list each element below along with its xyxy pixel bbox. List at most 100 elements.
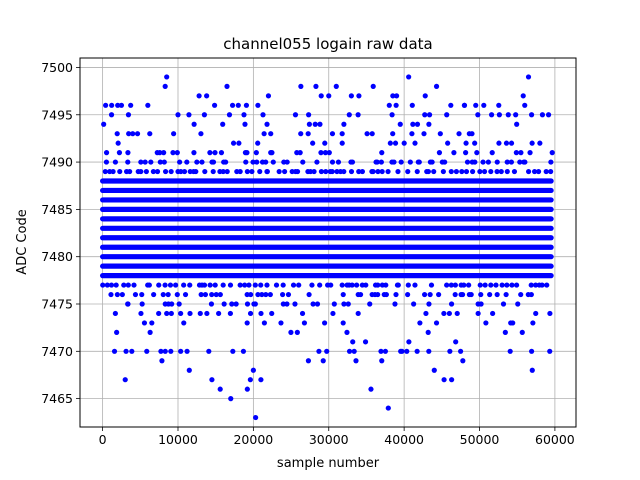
data-point <box>494 159 500 165</box>
data-point <box>335 159 342 165</box>
data-point <box>162 282 168 288</box>
data-point <box>264 168 270 175</box>
data-point <box>436 291 442 298</box>
data-point <box>324 348 330 354</box>
data-point <box>421 291 428 298</box>
data-point <box>186 112 192 118</box>
data-point <box>392 140 399 146</box>
data-point <box>314 301 321 307</box>
data-point <box>466 282 472 288</box>
data-point <box>426 112 433 118</box>
data-point <box>288 329 294 335</box>
data-point <box>255 291 261 298</box>
data-point <box>464 159 471 165</box>
data-point <box>209 291 215 298</box>
data-point <box>489 150 495 156</box>
data-point <box>323 168 329 175</box>
data-point <box>535 168 542 175</box>
data-point <box>517 159 523 165</box>
data-point <box>448 282 454 288</box>
data-point <box>212 150 218 156</box>
data-point <box>210 168 216 175</box>
data-point <box>461 102 468 108</box>
data-point <box>138 159 144 165</box>
data-point <box>449 377 455 383</box>
data-point <box>296 282 302 288</box>
data-point <box>284 159 290 165</box>
data-point <box>478 291 484 298</box>
data-point <box>312 121 318 127</box>
data-point <box>250 159 256 165</box>
data-point <box>252 301 258 307</box>
data-point <box>173 282 179 288</box>
data-point <box>514 121 520 127</box>
data-point <box>138 310 144 317</box>
data-point <box>504 159 510 165</box>
data-point <box>463 168 470 175</box>
data-point <box>228 396 234 402</box>
data-point <box>240 348 247 354</box>
data-point <box>202 291 209 298</box>
data-point <box>529 348 535 354</box>
data-point <box>456 131 462 137</box>
data-point <box>379 168 385 175</box>
data-point <box>143 168 149 175</box>
data-point <box>339 131 345 137</box>
data-point <box>490 310 496 317</box>
data-point <box>138 168 144 175</box>
data-point <box>494 291 500 298</box>
data-point <box>209 377 215 383</box>
data-point <box>405 291 411 298</box>
data-point <box>426 121 432 127</box>
data-point <box>207 150 213 156</box>
data-point <box>224 83 230 89</box>
data-point <box>184 348 190 354</box>
data-point <box>407 159 413 165</box>
data-point <box>227 310 233 317</box>
data-point <box>100 282 106 288</box>
data-point <box>114 291 120 298</box>
data-point <box>144 348 150 354</box>
data-point <box>496 102 502 108</box>
data-point <box>213 291 219 298</box>
data-point <box>322 150 329 156</box>
data-point <box>116 150 123 156</box>
data-point <box>261 131 267 137</box>
data-point <box>513 112 519 118</box>
data-point <box>280 301 286 307</box>
data-point <box>398 159 404 165</box>
data-point <box>482 282 488 288</box>
data-point <box>322 140 328 146</box>
data-point <box>351 348 357 354</box>
data-point <box>309 282 315 288</box>
data-point <box>364 131 370 137</box>
data-point <box>103 150 110 156</box>
data-point <box>425 168 431 175</box>
data-point <box>355 112 361 118</box>
data-point <box>149 320 155 326</box>
data-point <box>341 168 347 175</box>
data-point <box>264 121 270 127</box>
data-point <box>504 282 510 288</box>
data-point <box>318 150 324 156</box>
data-point <box>150 168 156 175</box>
data-point <box>230 140 237 146</box>
data-point <box>477 282 483 288</box>
data-point <box>126 131 132 137</box>
data-point <box>393 102 399 108</box>
data-point <box>480 159 486 165</box>
data-point <box>487 291 493 298</box>
x-tick-label: 30000 <box>309 432 349 447</box>
data-point <box>448 168 454 175</box>
data-point <box>290 282 297 288</box>
data-point <box>300 159 306 165</box>
data-point <box>162 83 168 89</box>
data-point <box>280 282 286 288</box>
data-point <box>230 348 236 354</box>
data-point <box>253 414 259 421</box>
data-point <box>221 301 227 307</box>
data-point <box>374 159 380 165</box>
data-point <box>258 282 264 288</box>
